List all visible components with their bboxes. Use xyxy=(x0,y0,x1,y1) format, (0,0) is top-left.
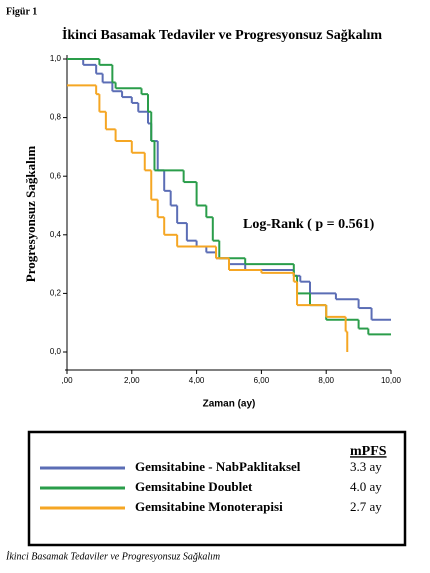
chart-title: İkinci Basamak Tedaviler ve Progresyonsu… xyxy=(62,26,382,43)
x-tick-label: 4,00 xyxy=(189,376,205,385)
y-tick-label: 0,6 xyxy=(50,171,62,180)
legend-label: Gemsitabine Doublet xyxy=(135,479,253,494)
x-tick-label: ,00 xyxy=(61,376,73,385)
x-tick-label: 6,00 xyxy=(254,376,270,385)
y-axis-label: Progresyonsuz Sağkalım xyxy=(23,146,38,283)
legend-box xyxy=(27,430,407,547)
x-axis-label: Zaman (ay) xyxy=(203,399,256,410)
legend-label: Gemsitabine Monoterapisi xyxy=(135,499,283,514)
y-tick-label: 1,0 xyxy=(50,54,62,63)
caption: İkinci Basamak Tedaviler ve Progresyonsu… xyxy=(5,550,220,562)
x-tick-label: 2,00 xyxy=(124,376,140,385)
legend-label: Gemsitabine - NabPaklitaksel xyxy=(135,459,301,474)
annotation: Log-Rank ( p = 0.561) xyxy=(243,217,375,232)
y-tick-label: 0,0 xyxy=(50,347,62,356)
legend-mpfs: 2.7 ay xyxy=(350,499,382,514)
x-tick-label: 8,00 xyxy=(318,376,334,385)
legend-header: mPFS xyxy=(350,444,387,459)
y-tick-label: 0,2 xyxy=(50,289,62,298)
legend-mpfs: 3.3 ay xyxy=(350,459,382,474)
x-tick-label: 10,00 xyxy=(381,376,402,385)
y-tick-label: 0,8 xyxy=(50,113,62,122)
figure-label: Figür 1 xyxy=(6,6,37,17)
y-tick-label: 0,4 xyxy=(50,230,62,239)
legend-mpfs: 4.0 ay xyxy=(350,479,382,494)
